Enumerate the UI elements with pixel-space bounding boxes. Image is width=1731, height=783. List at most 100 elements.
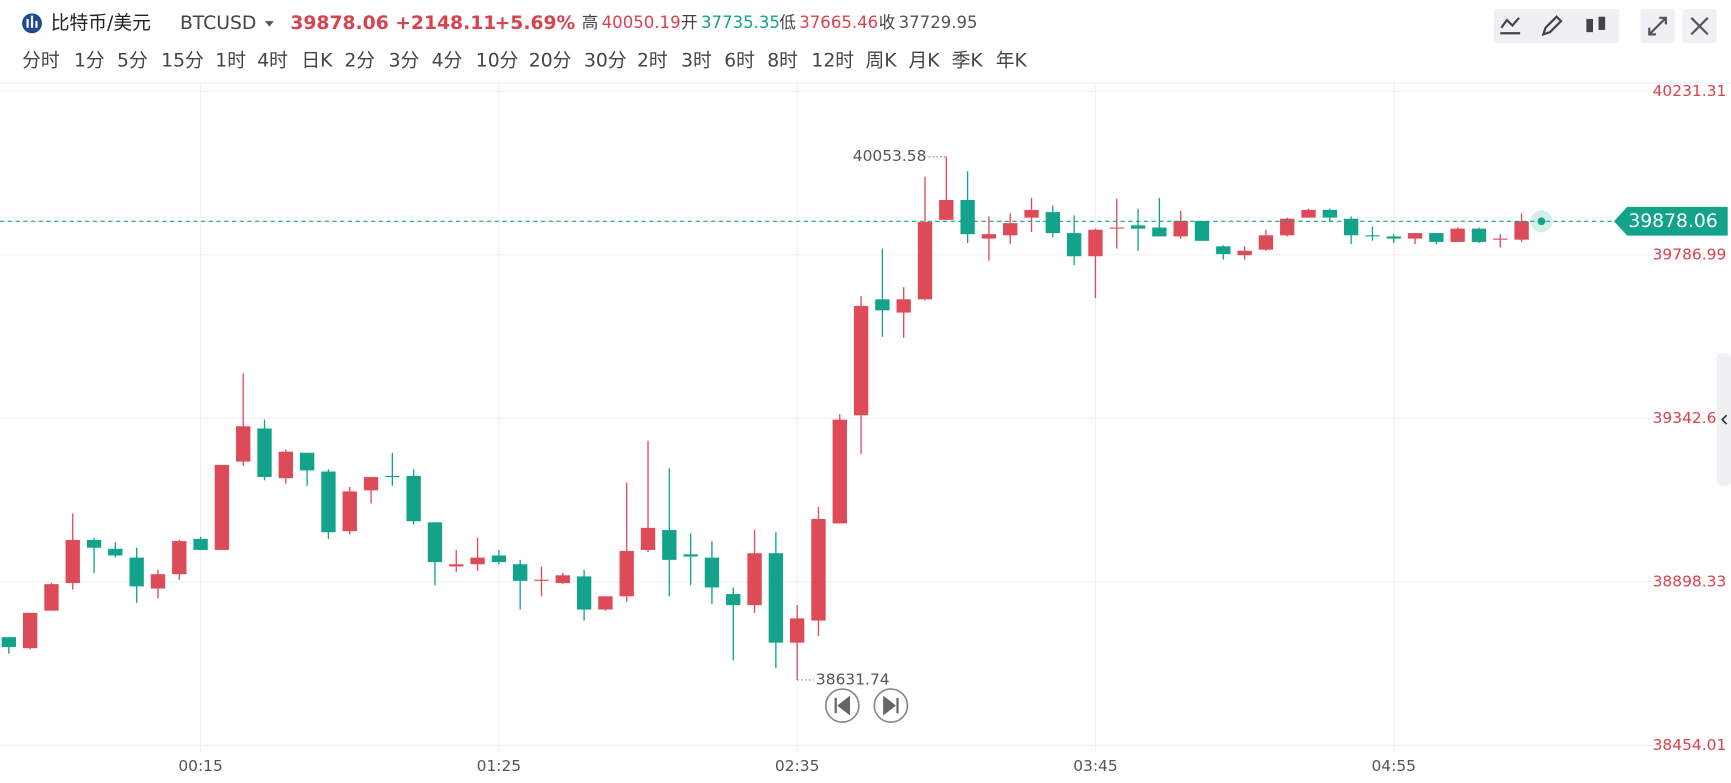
candle-body [1194, 220, 1210, 241]
close-icon [1690, 17, 1709, 36]
x-tick-label: 03:45 [1073, 757, 1118, 775]
timeframe-bar: 分时 1分 5分 15分 1时 4时 日K 2分 3分 4分 10分 20分 30分 2时 3时 6时 8时 12… [22, 49, 1027, 71]
candle-body [172, 541, 187, 575]
timeframe[interactable]: 1分 [74, 49, 105, 71]
price: 39878.06 [290, 13, 388, 34]
timeframe[interactable]: 1时 [215, 49, 246, 71]
prev-icon [834, 695, 851, 716]
timeframe[interactable]: 12时 [811, 49, 854, 71]
candle-body [1514, 221, 1529, 240]
y-tick-label: 38898.33 [1653, 572, 1727, 590]
candle-body [1109, 227, 1124, 229]
y-tick-label: 38454.01 [1653, 736, 1727, 754]
timeframe[interactable]: 10分 [476, 49, 519, 71]
timeframe[interactable]: 8时 [767, 49, 798, 71]
candle-body [1386, 236, 1401, 239]
candle-body [768, 553, 784, 643]
candle-body [811, 519, 826, 621]
timeframe[interactable]: 4分 [432, 49, 463, 71]
candle-body [150, 574, 166, 589]
timeframe[interactable]: 3时 [681, 49, 712, 71]
candle-body [86, 539, 102, 548]
timeframe[interactable]: 3分 [389, 49, 420, 71]
timeframe[interactable]: 6时 [724, 49, 755, 71]
candle-body [1237, 250, 1252, 256]
candle-body [619, 551, 634, 597]
candle-tool[interactable] [1586, 18, 1594, 33]
icon-bar [26, 18, 29, 28]
icon-bar [35, 21, 38, 28]
timeframe[interactable]: 2分 [344, 49, 375, 71]
candle-body [917, 222, 933, 300]
candle-body [44, 584, 59, 611]
candle-body [1322, 209, 1337, 218]
candle-body [747, 553, 762, 606]
candle-body [1471, 228, 1487, 242]
side-handle[interactable] [1716, 353, 1731, 486]
low-annotation: 38631.74 [816, 670, 890, 688]
candle-body [363, 477, 379, 491]
line-tool[interactable] [1500, 17, 1521, 35]
timeframe[interactable]: 30分 [584, 49, 627, 71]
candle-body [1, 637, 17, 648]
candle-body [108, 548, 123, 556]
x-tick-label: 00:15 [178, 757, 223, 775]
candle-body [960, 199, 975, 235]
high-value: 40050.19 [602, 13, 681, 32]
timeframe[interactable]: 4时 [257, 49, 288, 71]
toolbar [1493, 8, 1717, 44]
candle-body [1045, 212, 1061, 234]
x-tick-label: 02:35 [775, 757, 819, 775]
timeframe[interactable]: 20分 [529, 49, 572, 71]
candle-body [1493, 238, 1508, 240]
timeframe[interactable]: 年K [996, 49, 1028, 71]
candle-body [236, 426, 251, 462]
candle-body [875, 299, 890, 311]
x-tick-label: 01:25 [477, 757, 521, 775]
plot: 38454.01 38898.33 39342.66 39786.99 40231.31… [0, 82, 1728, 775]
change: +2148.11 [395, 13, 496, 34]
candle-body [257, 428, 272, 478]
candle-body [1280, 218, 1295, 236]
candle-body [214, 464, 230, 550]
timeframe[interactable]: 2时 [637, 49, 668, 71]
change-pct: +5.69% [495, 13, 576, 34]
timeframe[interactable]: 季K [952, 49, 984, 71]
draw-tool[interactable] [1541, 15, 1563, 37]
candle-body [129, 557, 144, 587]
candle-body [534, 579, 549, 581]
candle-body [321, 471, 336, 533]
timeframe[interactable]: 周K [866, 50, 898, 71]
candle-body [342, 491, 357, 532]
candle-body [640, 527, 656, 550]
y-tick-label: 40231.31 [1653, 82, 1727, 100]
timeframe[interactable]: 分时 [22, 49, 60, 71]
candle-body [1130, 225, 1146, 229]
candle-body [1258, 235, 1274, 250]
candle-body [598, 596, 613, 610]
candle-body [299, 452, 315, 471]
high-annotation: 40053.58 [853, 147, 927, 165]
dropdown-arrow[interactable] [264, 21, 274, 27]
candle-body [65, 539, 80, 584]
candle-body [513, 564, 528, 581]
side-arrow [1720, 414, 1728, 425]
symbol-code[interactable]: BTCUSD [180, 13, 256, 34]
timeframe[interactable]: 日K [301, 50, 333, 71]
candle-body [1365, 235, 1380, 237]
candle-body [853, 305, 869, 416]
candle-body [193, 538, 208, 550]
timeframe[interactable]: 月K [909, 50, 941, 71]
candle-tool[interactable] [1598, 16, 1606, 30]
timeframe[interactable]: 15分 [161, 49, 204, 71]
timeframe[interactable]: 5分 [117, 49, 148, 71]
candle-body [683, 554, 698, 557]
candle-body [896, 299, 911, 313]
candle-body [1066, 233, 1082, 257]
candle-body [1088, 229, 1103, 257]
candle-body [726, 594, 741, 606]
candle-body [1301, 209, 1316, 218]
symbol-name[interactable]: 比特币/美元 [51, 12, 151, 34]
candle-body [662, 530, 677, 560]
candle-body [981, 234, 997, 239]
